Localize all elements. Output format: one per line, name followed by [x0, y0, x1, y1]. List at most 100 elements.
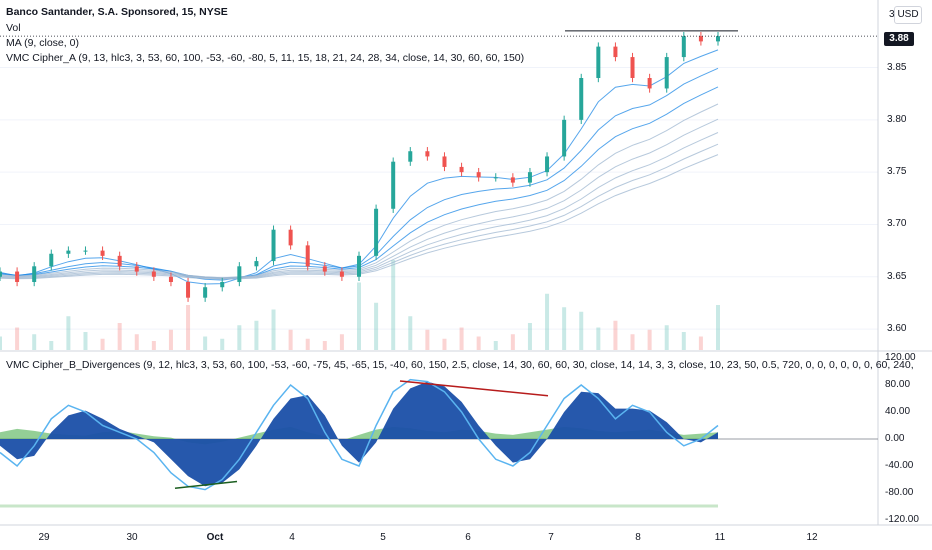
- candle-body: [630, 57, 635, 78]
- time-tick-label: 30: [126, 532, 138, 543]
- candle-body: [613, 46, 618, 58]
- oscillator-tick-label: 120.00: [885, 352, 916, 363]
- volume-bar: [339, 334, 344, 350]
- volume-bar: [493, 341, 498, 350]
- volume-bar: [510, 334, 515, 350]
- candle-body: [322, 266, 327, 272]
- candle-body: [220, 282, 225, 288]
- volume-bar: [579, 311, 584, 350]
- oscillator-pane: [0, 378, 932, 526]
- candle-body: [562, 119, 567, 157]
- legend-title: Banco Santander, S.A. Sponsored, 15, NYS…: [6, 6, 228, 18]
- volume-bar: [100, 338, 105, 350]
- volume-bar: [716, 305, 720, 350]
- legend-cipher-a: VMC Cipher_A (9, 13, hlc3, 3, 53, 60, 10…: [6, 52, 525, 64]
- volume-bar: [630, 334, 635, 350]
- time-tick-label: 6: [465, 532, 471, 543]
- candle-body: [374, 208, 379, 256]
- candle-body: [254, 261, 259, 267]
- volume-bar: [186, 305, 191, 350]
- volume-bar: [271, 309, 276, 350]
- time-tick-label: 29: [38, 532, 50, 543]
- candle-body: [698, 36, 703, 42]
- volume-bar: [527, 323, 532, 350]
- volume-bar: [83, 332, 88, 350]
- candle-body: [66, 250, 71, 254]
- oscillator-tick-label: -80.00: [885, 487, 914, 498]
- volume-bar: [425, 329, 430, 350]
- volume-bar: [374, 302, 379, 350]
- candle-body: [0, 271, 2, 277]
- candle-body: [117, 255, 122, 267]
- candle-body: [271, 229, 276, 262]
- oscillator-tick-label: 0.00: [885, 433, 905, 444]
- oscillator-tick-label: 40.00: [885, 406, 911, 417]
- volume-bar: [459, 327, 464, 350]
- bearish-divergence-line: [399, 380, 549, 397]
- ema-ribbon-line: [0, 67, 719, 281]
- candle-body: [493, 177, 498, 179]
- volume-bar: [151, 341, 156, 350]
- volume-bar: [698, 336, 703, 350]
- volume-bar: [305, 338, 310, 350]
- price-tick-label: 3.75: [887, 166, 907, 178]
- volume-bar: [49, 341, 54, 350]
- candle-body: [305, 245, 310, 267]
- volume-bar: [442, 338, 447, 350]
- wave1-line: [0, 378, 719, 491]
- candle-body: [134, 266, 139, 272]
- candle-body: [391, 161, 396, 209]
- candle-body: [425, 151, 430, 157]
- legend-cipher-b: VMC Cipher_B_Divergences (9, 12, hlc3, 3…: [6, 359, 914, 371]
- candle-body: [442, 156, 447, 167]
- candle-body: [545, 156, 550, 173]
- volume-bar: [476, 336, 481, 350]
- time-tick-label: 4: [289, 532, 295, 543]
- time-tick-label: 7: [548, 532, 554, 543]
- candle-body: [49, 253, 54, 267]
- volume-bar: [408, 316, 413, 350]
- candle-body: [288, 229, 293, 246]
- candle-body: [339, 271, 344, 277]
- volume-bar: [562, 307, 567, 350]
- candle-body: [100, 250, 105, 256]
- price-tick-label: 3.70: [887, 218, 907, 230]
- volume-bar: [647, 329, 652, 350]
- candle-body: [681, 36, 686, 58]
- last-price-tag: 3.88: [884, 32, 914, 46]
- candle-body: [664, 57, 669, 89]
- volume-bar: [32, 334, 37, 350]
- oscillator-tick-label: 80.00: [885, 379, 911, 390]
- candle-body: [151, 271, 156, 277]
- time-tick-label: Oct: [206, 532, 224, 543]
- candle-body: [237, 266, 242, 282]
- volume-bar: [357, 282, 361, 350]
- volume-bar: [288, 329, 293, 350]
- time-tick-label: 8: [635, 532, 641, 543]
- volume-bar: [596, 327, 601, 350]
- volume-bar: [545, 293, 550, 350]
- ema-ribbon-line: [0, 86, 719, 279]
- ema-ribbon-line: [0, 49, 719, 285]
- wave2-area: [0, 381, 718, 487]
- candle-body: [527, 172, 532, 183]
- volume-bar: [237, 325, 242, 350]
- candle-body: [32, 266, 37, 282]
- legend-ma: MA (9, close, 0): [6, 37, 79, 49]
- oscillator-tick-label: -120.00: [885, 514, 919, 525]
- bullish-divergence-line: [174, 480, 238, 490]
- currency-button[interactable]: USD: [894, 6, 922, 24]
- candle-body: [203, 287, 208, 298]
- candle-body: [459, 166, 464, 173]
- volume-bar: [0, 336, 2, 350]
- price-tick-label: 3.65: [887, 270, 907, 282]
- volume-bar: [681, 332, 686, 350]
- price-tick-label: 3.60: [887, 323, 907, 335]
- volume-bar: [391, 260, 396, 350]
- price-tick-label: 3.80: [887, 113, 907, 125]
- candle-body: [408, 151, 413, 162]
- volume-bar: [168, 329, 173, 350]
- signal-strip: [0, 504, 718, 508]
- candle-body: [596, 46, 601, 78]
